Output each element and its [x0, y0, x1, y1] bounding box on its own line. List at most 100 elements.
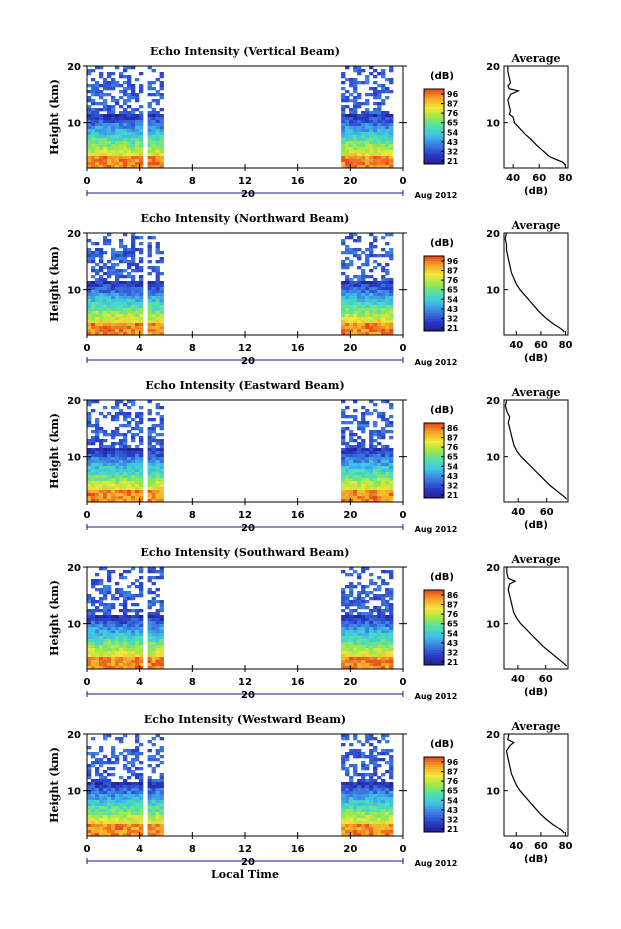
heatmap-cell	[123, 639, 128, 643]
heatmap-cell	[373, 761, 378, 765]
heatmap-cell	[389, 463, 394, 467]
heatmap-cell	[115, 326, 120, 330]
heatmap-cell	[155, 809, 160, 813]
heatmap-cell	[99, 657, 104, 661]
heatmap-cell	[91, 815, 96, 819]
heatmap-cell	[365, 737, 370, 741]
heatmap-cell	[349, 323, 354, 327]
heatmap-cell	[111, 162, 116, 166]
heatmap-cell	[373, 308, 378, 312]
heatmap-cell	[357, 284, 362, 288]
heatmap-cell	[103, 81, 108, 85]
heatmap-cell	[373, 120, 378, 124]
heatmap-cell	[353, 418, 358, 422]
heatmap-cell	[95, 794, 100, 798]
heatmap-cell	[373, 791, 378, 795]
heatmap-cell	[119, 141, 124, 145]
heatmap-cell	[131, 96, 136, 100]
heatmap-cell	[103, 314, 108, 318]
heatmap-cell	[151, 618, 156, 622]
heatmap-cell	[123, 764, 128, 768]
heatmap-cell	[159, 788, 164, 792]
heatmap-cell	[155, 594, 160, 598]
heatmap-cell	[103, 415, 108, 419]
heatmap-cell	[369, 833, 374, 837]
heatmap-cell	[127, 469, 132, 473]
heatmap-cell	[341, 484, 346, 488]
heatmap-cell	[385, 591, 390, 595]
heatmap-cell	[389, 117, 394, 121]
heatmap-cell	[111, 627, 116, 631]
heatmap-cell	[111, 332, 116, 336]
heatmap-cell	[131, 66, 136, 70]
heatmap-cell	[131, 135, 136, 139]
heatmap-cell	[369, 791, 374, 795]
heatmap-cell	[155, 326, 160, 330]
heatmap-cell	[361, 251, 366, 255]
heatmap-cell	[147, 806, 152, 810]
colorbar-segment	[424, 777, 444, 780]
heatmap-cell	[115, 290, 120, 294]
heatmap-cells	[87, 233, 394, 336]
heatmap-cell	[341, 263, 346, 267]
heatmap-cell	[369, 159, 374, 163]
colorbar-segment	[424, 91, 444, 95]
heatmap-cell	[99, 114, 104, 118]
heatmap-cell	[111, 311, 116, 315]
heatmap-cell	[87, 594, 92, 598]
colorbar-segment	[424, 465, 444, 469]
heatmap-cell	[119, 400, 124, 404]
heatmap-cell	[123, 469, 128, 473]
heatmap-cell	[111, 594, 116, 598]
heatmap-cell	[87, 654, 92, 658]
heatmap-cell	[87, 618, 92, 622]
heatmap-cell	[103, 332, 108, 336]
heatmap-cell	[123, 794, 128, 798]
heatmap-cell	[389, 159, 394, 163]
heatmap-cell	[123, 597, 128, 601]
heatmap-cell	[151, 788, 156, 792]
heatmap-cell	[135, 460, 140, 464]
heatmap-cell	[385, 812, 390, 816]
heatmap-cell	[119, 809, 124, 813]
heatmap-cell	[341, 296, 346, 300]
heatmap-cell	[361, 588, 366, 592]
heatmap-cell	[119, 493, 124, 497]
heatmap-cell	[353, 99, 358, 103]
heatmap-cell	[147, 165, 152, 169]
heatmap-cell	[365, 314, 370, 318]
heatmap-cell	[159, 117, 164, 121]
heatmap-cell	[107, 275, 112, 279]
heatmap-cell	[107, 233, 112, 237]
heatmap-cell	[119, 454, 124, 458]
heatmap-cell	[103, 770, 108, 774]
heatmap-cell	[389, 147, 394, 151]
heatmap-cell	[131, 147, 136, 151]
heatmap-cell	[373, 445, 378, 449]
heatmap-cell	[381, 463, 386, 467]
y-tick-label: 10	[67, 119, 81, 130]
colorbar-segment	[424, 769, 444, 773]
heatmap-cell	[349, 812, 354, 816]
heatmap-cell	[147, 448, 152, 452]
heatmap-cell	[369, 484, 374, 488]
heatmap-cell	[111, 630, 116, 634]
heatmap-cell	[365, 773, 370, 777]
heatmap-cell	[389, 311, 394, 315]
heatmap-cell	[381, 809, 386, 813]
heatmap-cell	[99, 567, 104, 571]
heatmap-cell	[95, 663, 100, 667]
heatmap-cell	[139, 418, 144, 422]
heatmap-cell	[377, 132, 382, 136]
heatmap-cell	[345, 603, 350, 607]
heatmap-cell	[127, 415, 132, 419]
heatmap-cell	[131, 245, 136, 249]
heatmap-cell	[139, 481, 144, 485]
heatmap-cell	[369, 645, 374, 649]
heatmap-cell	[373, 633, 378, 637]
heatmap-cell	[385, 478, 390, 482]
heatmap-cell	[107, 758, 112, 762]
heatmap-cell	[373, 132, 378, 136]
heatmap-cell	[155, 412, 160, 416]
heatmap-cell	[119, 317, 124, 321]
